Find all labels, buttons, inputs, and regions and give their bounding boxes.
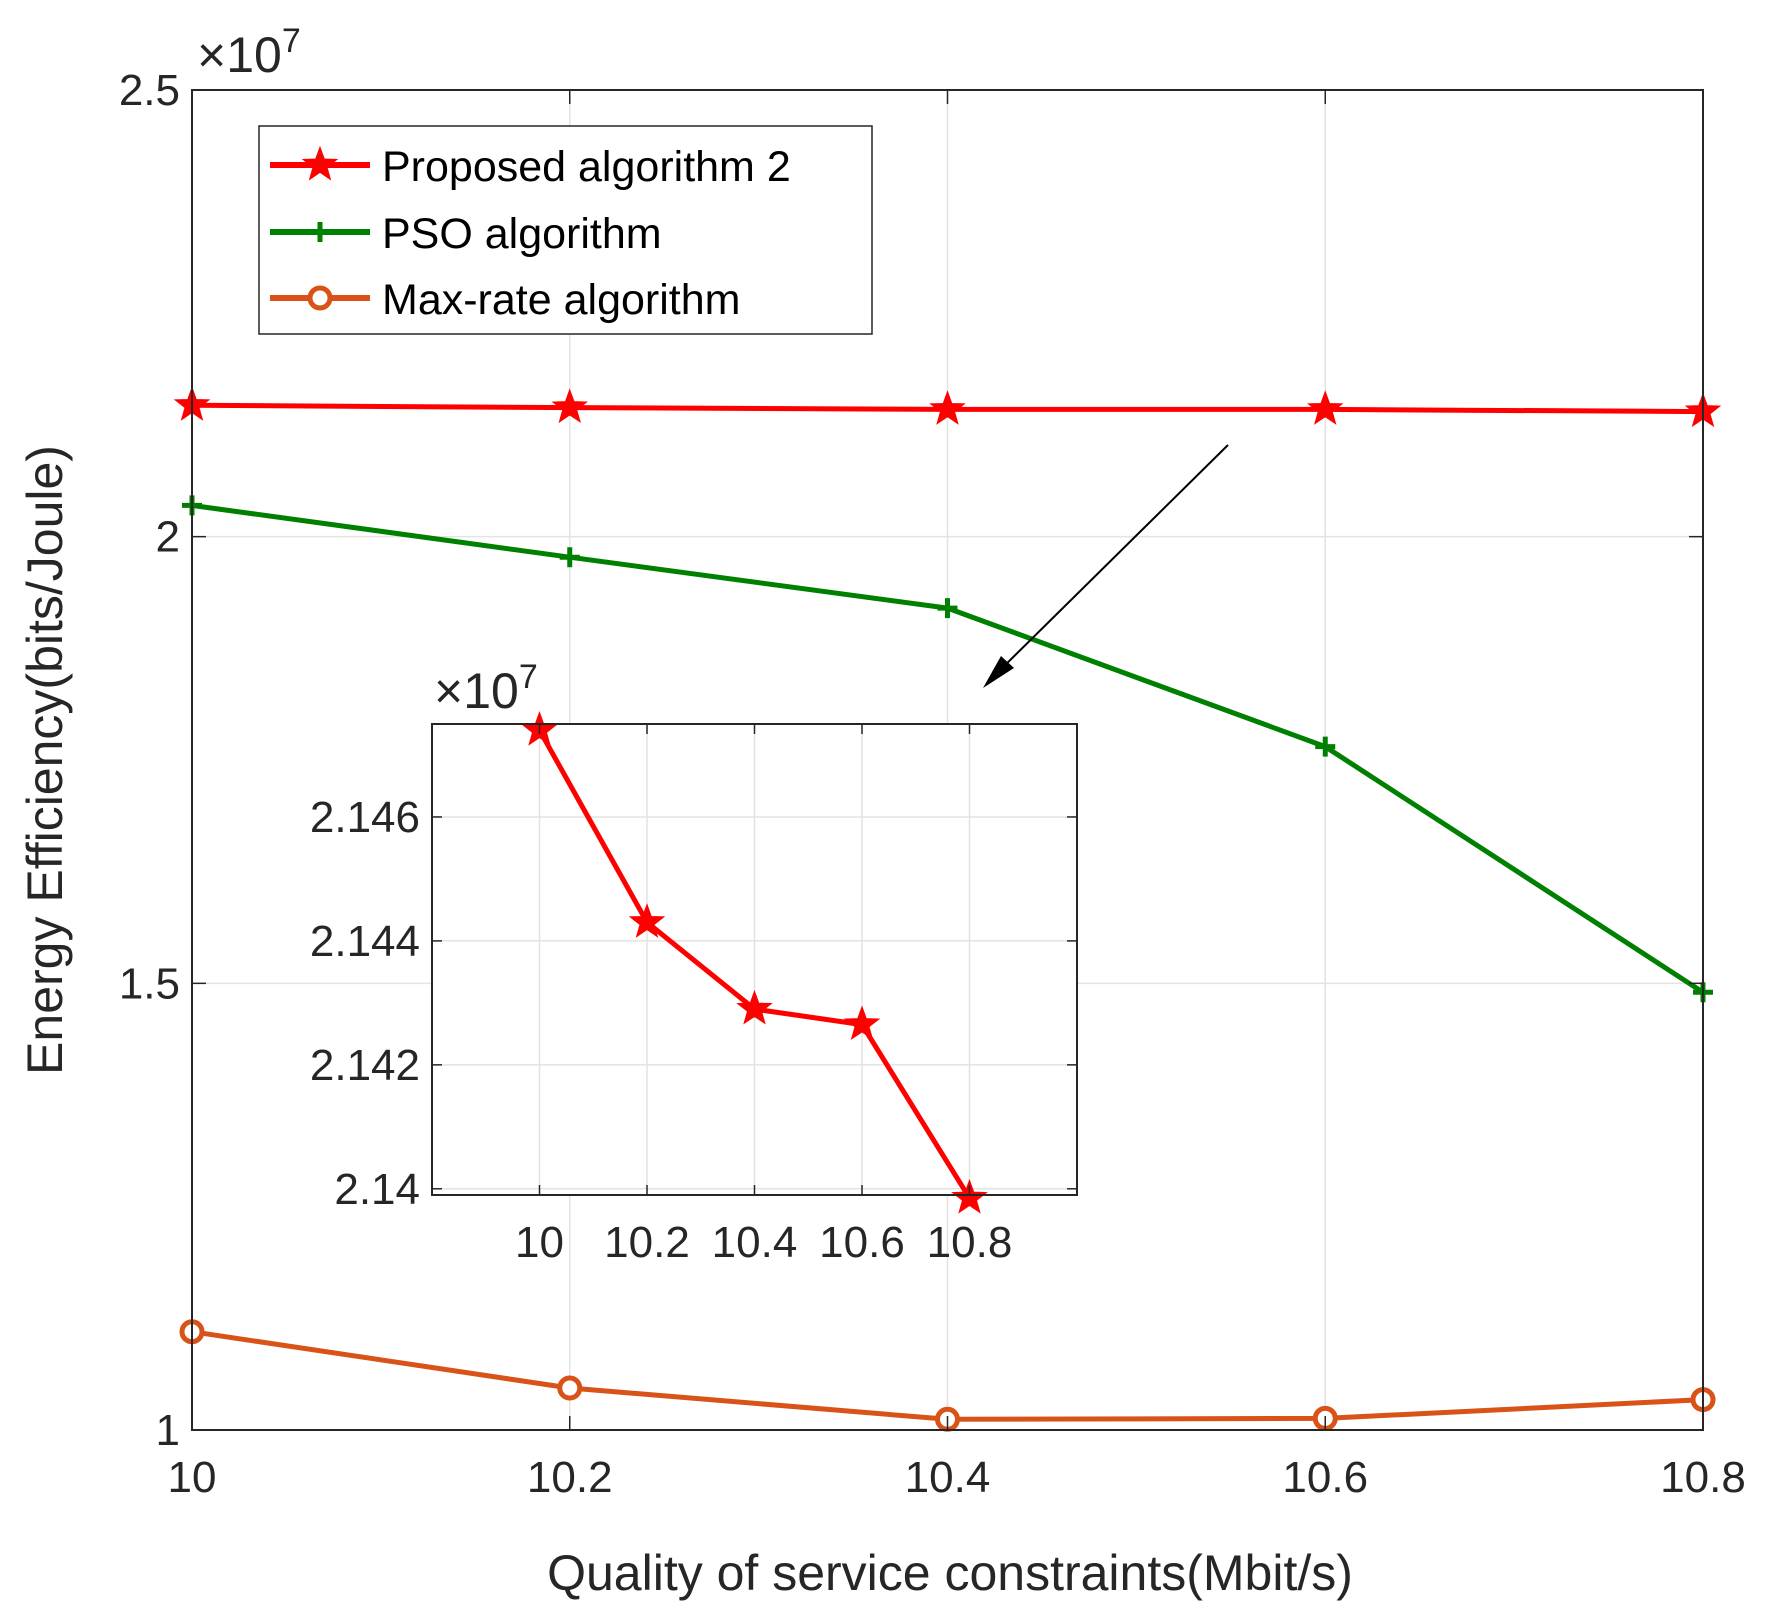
legend-entry-proposed: Proposed algorithm 2 [270,143,791,191]
main-marker-plus [1315,736,1336,757]
legend-label-proposed: Proposed algorithm 2 [382,143,791,191]
main-y-exponent: ×107 [197,22,301,83]
inset-marker-star [843,1005,881,1041]
main-y-tick-label: 1 [156,1406,180,1455]
x-axis-label: Quality of service constraints(Mbit/s) [547,1545,1353,1601]
inset-y-exponent: ×107 [434,658,538,719]
main-x-tick-label: 10.4 [905,1453,991,1502]
inset-marker-star [736,989,773,1025]
inset-y-exponent-power: 7 [519,658,538,696]
main-ticks: 10 10.2 10.4 10.6 10.8 1 1.5 2 2.5 [119,66,1746,1502]
inset-y-exponent-base: ×10 [434,663,519,719]
inset-y-tick-label: 2.142 [310,1041,420,1090]
main-y-tick-label: 1.5 [119,959,180,1008]
legend-circle-marker-shape [307,285,333,311]
inset-y-tick-label: 2.146 [310,793,420,842]
main-x-tick-label: 10.8 [1660,1453,1746,1502]
inset-ticks: 10 10.2 10.4 10.6 10.8 2.14 2.142 2.144 2.146 [310,724,1077,1267]
main-x-tick-label: 10.2 [527,1453,613,1502]
main-marker-circle [557,1375,583,1401]
legend-label-maxrate: Max-rate algorithm [382,276,740,324]
legend-star-marker [301,145,339,181]
main-y-tick-label: 2.5 [119,66,180,115]
inset-x-tick-label: 10.8 [927,1218,1013,1267]
inset-x-tick-label: 10 [515,1218,564,1267]
inset-y-tick-label: 2.144 [310,917,420,966]
inset-marker-star [951,1178,988,1214]
annotation-arrow [983,444,1229,688]
main-x-tick-label: 10 [168,1453,217,1502]
inset-marker-star [628,903,666,938]
main-marker-star [929,390,966,425]
legend-entry-pso: PSO algorithm [270,210,662,258]
inset-x-tick-label: 10.2 [604,1218,690,1267]
legend-circle-marker [307,285,333,311]
y-axis-label: Energy Efficiency(bits/Joule) [17,445,73,1075]
legend-star-marker-shape [301,145,339,181]
main-marker-star [1307,390,1344,425]
main-y-exponent-power: 7 [282,22,301,60]
legend: Proposed algorithm 2 PSO algorithm Max-r… [258,125,873,335]
main-marker-plus [559,547,580,568]
legend-entry-maxrate: Max-rate algorithm [270,276,740,324]
main-x-tick-label: 10.6 [1282,1453,1368,1502]
inset-x-tick-label: 10.6 [819,1218,905,1267]
main-y-tick-label: 2 [156,513,180,562]
main-marker-plus [937,598,958,619]
inset-y-tick-label: 2.14 [334,1165,420,1214]
legend-label-pso: PSO algorithm [382,210,662,258]
main-y-exponent-base: ×10 [197,27,282,83]
annotation-arrow-head [983,656,1014,688]
legend-plus-marker [310,222,330,242]
inset-x-tick-label: 10.4 [712,1218,798,1267]
main-marker-star [551,388,588,424]
legend-plus-marker-shape [310,222,330,242]
annotation-arrow-line [989,444,1229,681]
